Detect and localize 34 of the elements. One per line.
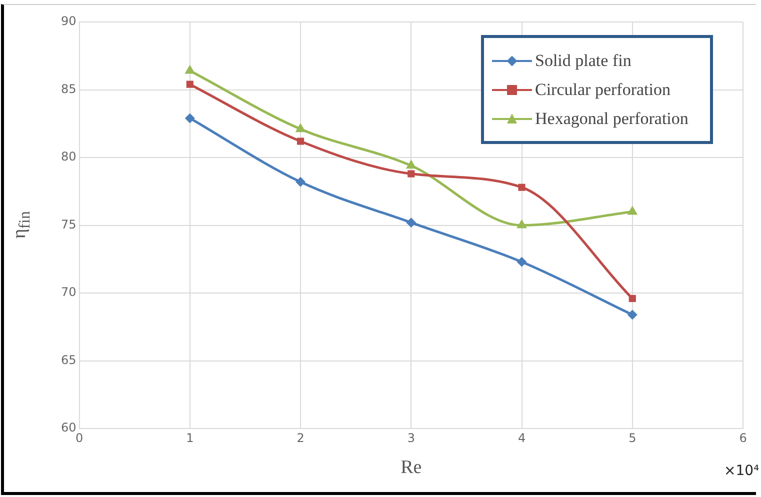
y-tick-label: 70 <box>60 285 76 300</box>
point <box>516 256 527 267</box>
point <box>628 294 636 302</box>
x-axis-title: Re <box>400 456 422 479</box>
x-tick-label: 4 <box>518 430 526 445</box>
point <box>184 113 195 124</box>
y-tick-label: 60 <box>60 420 76 435</box>
point <box>627 206 638 215</box>
y-tick-label: 75 <box>60 217 76 232</box>
legend-label: Solid plate fin <box>535 50 632 70</box>
x-tick-label: 0 <box>75 430 84 445</box>
y-tick-label: 65 <box>60 352 76 367</box>
point <box>518 184 526 191</box>
point <box>184 64 196 74</box>
text: ×10⁴ <box>724 462 760 479</box>
point <box>295 123 306 132</box>
legend-label: Circular perforation <box>535 80 670 100</box>
x-tick-label: 5 <box>628 430 636 445</box>
x-tick-label: 3 <box>407 430 415 445</box>
point <box>296 138 304 145</box>
legend-label: Hexagonal perforation <box>535 108 688 128</box>
x-tick-label: 2 <box>296 430 304 445</box>
y-tick-label: 90 <box>60 14 76 28</box>
x-tick-label: 6 <box>739 430 747 445</box>
point <box>406 160 416 169</box>
point <box>627 310 638 320</box>
y-tick-label: 80 <box>60 150 76 164</box>
point <box>516 219 527 228</box>
y-tick-label: 85 <box>60 82 76 96</box>
point <box>408 170 415 178</box>
point <box>406 218 416 228</box>
x-tick-label: 1 <box>186 430 194 445</box>
point <box>186 80 194 88</box>
point <box>296 176 306 187</box>
